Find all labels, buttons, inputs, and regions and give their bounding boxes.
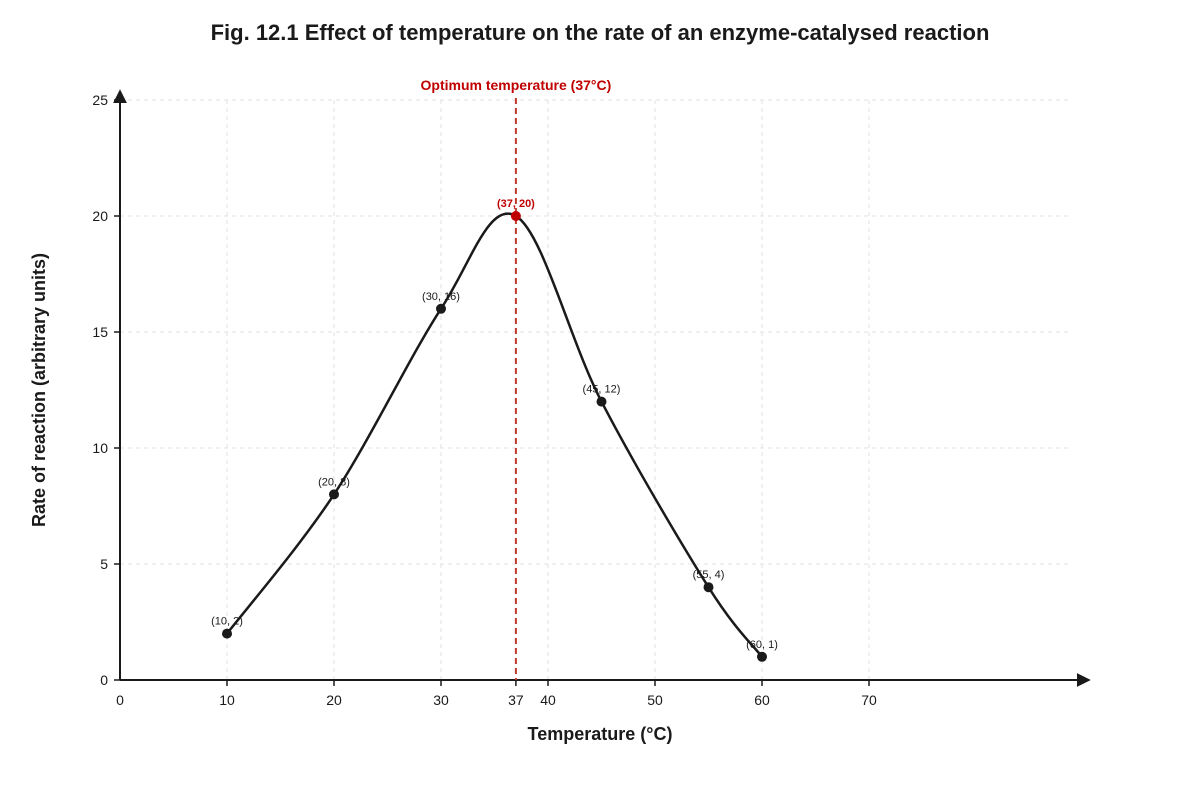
data-point-20 — [329, 489, 339, 500]
chart-title: Fig. 12.1 Effect of temperature on the r… — [211, 20, 990, 45]
y-tick-label: 25 — [92, 92, 108, 108]
data-point-labels: (10, 2) (20, 8) (30, 16) (37, 20) (45, 12) (5… — [211, 198, 778, 651]
data-label-20: (20, 8) — [318, 476, 350, 488]
data-point-60 — [757, 651, 767, 662]
data-label-60: (60, 1) — [746, 639, 778, 651]
y-tick-label: 5 — [100, 556, 108, 572]
x-tick-label: 50 — [647, 692, 663, 708]
x-tick-label: 60 — [754, 692, 770, 708]
y-tick-label: 0 — [100, 672, 108, 688]
x-tick-label: 0 — [116, 692, 124, 708]
x-tick-label: 40 — [540, 692, 556, 708]
x-tick-label: 37 — [508, 692, 524, 708]
data-label-30: (30, 16) — [422, 291, 460, 303]
y-axis-label: Rate of reaction (arbitrary units) — [29, 253, 49, 527]
data-points — [222, 211, 767, 662]
x-ticks: 0 10 20 30 37 40 50 60 70 — [116, 680, 877, 708]
y-ticks: 0 5 10 15 20 25 — [92, 92, 120, 688]
grid — [120, 99, 1070, 680]
x-tick-label: 10 — [219, 692, 235, 708]
x-axis-label: Temperature (°C) — [528, 724, 673, 744]
data-point-45 — [596, 396, 607, 407]
data-point-37 — [510, 211, 521, 221]
x-tick-label: 70 — [861, 692, 877, 708]
x-tick-label: 30 — [433, 692, 449, 708]
rate-curve — [226, 212, 763, 658]
data-point-30 — [436, 303, 446, 314]
data-label-45: (45, 12) — [583, 384, 621, 396]
data-point-10 — [222, 628, 232, 639]
data-label-55: (55, 4) — [693, 569, 725, 581]
data-point-55 — [703, 582, 714, 593]
optimum-temperature-label: Optimum temperature (37°C) — [421, 77, 612, 93]
data-label-10: (10, 2) — [211, 616, 243, 628]
x-tick-label: 20 — [326, 692, 342, 708]
y-tick-label: 15 — [92, 324, 108, 340]
y-tick-label: 10 — [92, 440, 108, 456]
data-label-37: (37, 20) — [497, 198, 535, 210]
y-tick-label: 20 — [92, 208, 108, 224]
